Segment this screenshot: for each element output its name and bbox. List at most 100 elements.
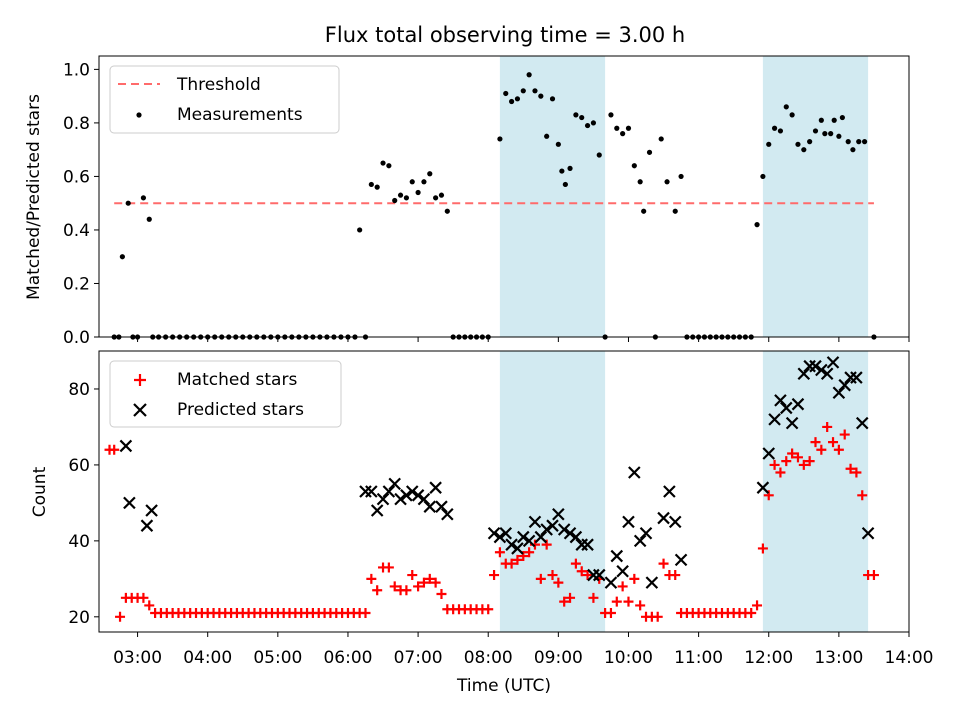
measurement-point [631, 163, 637, 169]
legend-measurements-swatch [136, 112, 142, 118]
predicted-star-point [809, 359, 822, 373]
predicted-star-point [663, 485, 676, 498]
matched-star-point [635, 600, 646, 611]
x-tick-label: 06:00 [323, 648, 372, 668]
measurement-point [140, 195, 147, 201]
x-tick-label: 07:00 [394, 648, 443, 668]
measurement-point [357, 227, 363, 233]
predicted-star-point [610, 549, 624, 563]
measurement-point [421, 179, 427, 185]
observing-window-band [762, 56, 869, 337]
x-tick-label: 09:00 [534, 648, 583, 668]
matched-star-point [506, 558, 517, 569]
predicted-star-point [581, 538, 594, 551]
matched-star-point [559, 596, 570, 607]
predicted-star-point [616, 564, 629, 578]
observing-window-band [499, 351, 606, 632]
measurement-point [503, 90, 509, 97]
measurement-point [520, 88, 526, 94]
matched-star-point [839, 429, 850, 440]
x-tick-label: 11:00 [674, 648, 723, 668]
measurement-point [125, 200, 131, 206]
matched-star-point [670, 570, 681, 581]
measurement-point [608, 112, 614, 118]
predicted-star-point [400, 489, 413, 502]
measurement-point [397, 192, 404, 198]
measurement-point [409, 179, 415, 185]
matched-star-point [565, 592, 576, 603]
predicted-star-point [774, 394, 787, 407]
measurement-point [119, 254, 125, 260]
matched-star-point [144, 600, 155, 611]
matched-star-point [547, 570, 558, 581]
predicted-star-point [622, 515, 635, 529]
predicted-star-point [528, 515, 542, 529]
matched-star-point [518, 551, 529, 562]
measurement-points [111, 72, 877, 340]
measurement-point [672, 208, 678, 214]
matched-star-point [868, 570, 879, 581]
matched-star-point [828, 437, 839, 448]
predicted-star-point [592, 568, 606, 582]
matched-star-point [582, 570, 593, 581]
matched-star-point [489, 570, 500, 581]
y-tick-label: 1.0 [63, 60, 90, 80]
measurement-point [771, 125, 778, 131]
predicted-star-point [487, 526, 501, 540]
measurement-point [646, 149, 653, 155]
matched-star-point [611, 596, 622, 607]
predicted-star-point [119, 439, 133, 453]
measurement-point [760, 173, 766, 180]
predicted-star-point [123, 496, 136, 510]
y-tick-label: 0.2 [63, 274, 90, 294]
predicted-star-point [815, 363, 828, 377]
legend-matched-swatch [134, 374, 146, 386]
measurement-point [514, 96, 521, 102]
predicted-star-point [861, 526, 875, 540]
measurement-point [850, 147, 856, 153]
matched-star-point [553, 577, 564, 588]
matched-star-point [763, 490, 774, 501]
matched-star-point [629, 573, 640, 584]
predicted-star-point [499, 526, 513, 540]
matched-star-point [494, 547, 505, 558]
x-tick-label: 05:00 [253, 648, 302, 668]
measurement-point [386, 163, 392, 169]
predicted-star-point [534, 530, 548, 544]
top-panel-ylabel: Matched/Predicted stars [24, 94, 44, 300]
matched-star-point [138, 592, 149, 603]
matched-star-point [816, 444, 827, 455]
bottom-legend-box [109, 360, 342, 428]
matched-star-point [617, 581, 628, 592]
measurement-point [766, 141, 772, 147]
measurement-point [637, 179, 643, 185]
predicted-star-point [826, 356, 840, 369]
measurement-point [754, 222, 760, 228]
measurement-point [559, 168, 565, 174]
matched-star-point [401, 585, 412, 596]
predicted-star-point [365, 485, 378, 498]
predicted-star-point [540, 523, 553, 536]
measurement-point [415, 189, 421, 196]
measurement-point [845, 139, 851, 145]
observing-window-band [499, 56, 606, 337]
predicted-star-point [552, 508, 565, 521]
x-tick-label: 04:00 [183, 648, 232, 668]
predicted-star-point [604, 576, 618, 589]
measurement-point [828, 131, 834, 137]
predicted-star-point [850, 371, 863, 384]
bottom-panel-ylabel: Count [30, 466, 50, 517]
matched-star-point [383, 562, 394, 573]
matched-star-point [605, 608, 616, 619]
predicted-star-point [569, 530, 583, 544]
measurement-point [526, 72, 532, 78]
measurement-point [818, 117, 824, 123]
predicted-star-point [394, 492, 407, 506]
bottom-panel-legend: Matched stars Predicted stars [109, 360, 342, 428]
predicted-star-point [797, 367, 811, 381]
matched-star-point [775, 467, 786, 478]
matched-star-point [857, 490, 868, 501]
matched-star-point [810, 437, 821, 448]
x-axis-label: Time (UTC) [456, 676, 551, 696]
predicted-star-point [855, 416, 869, 430]
